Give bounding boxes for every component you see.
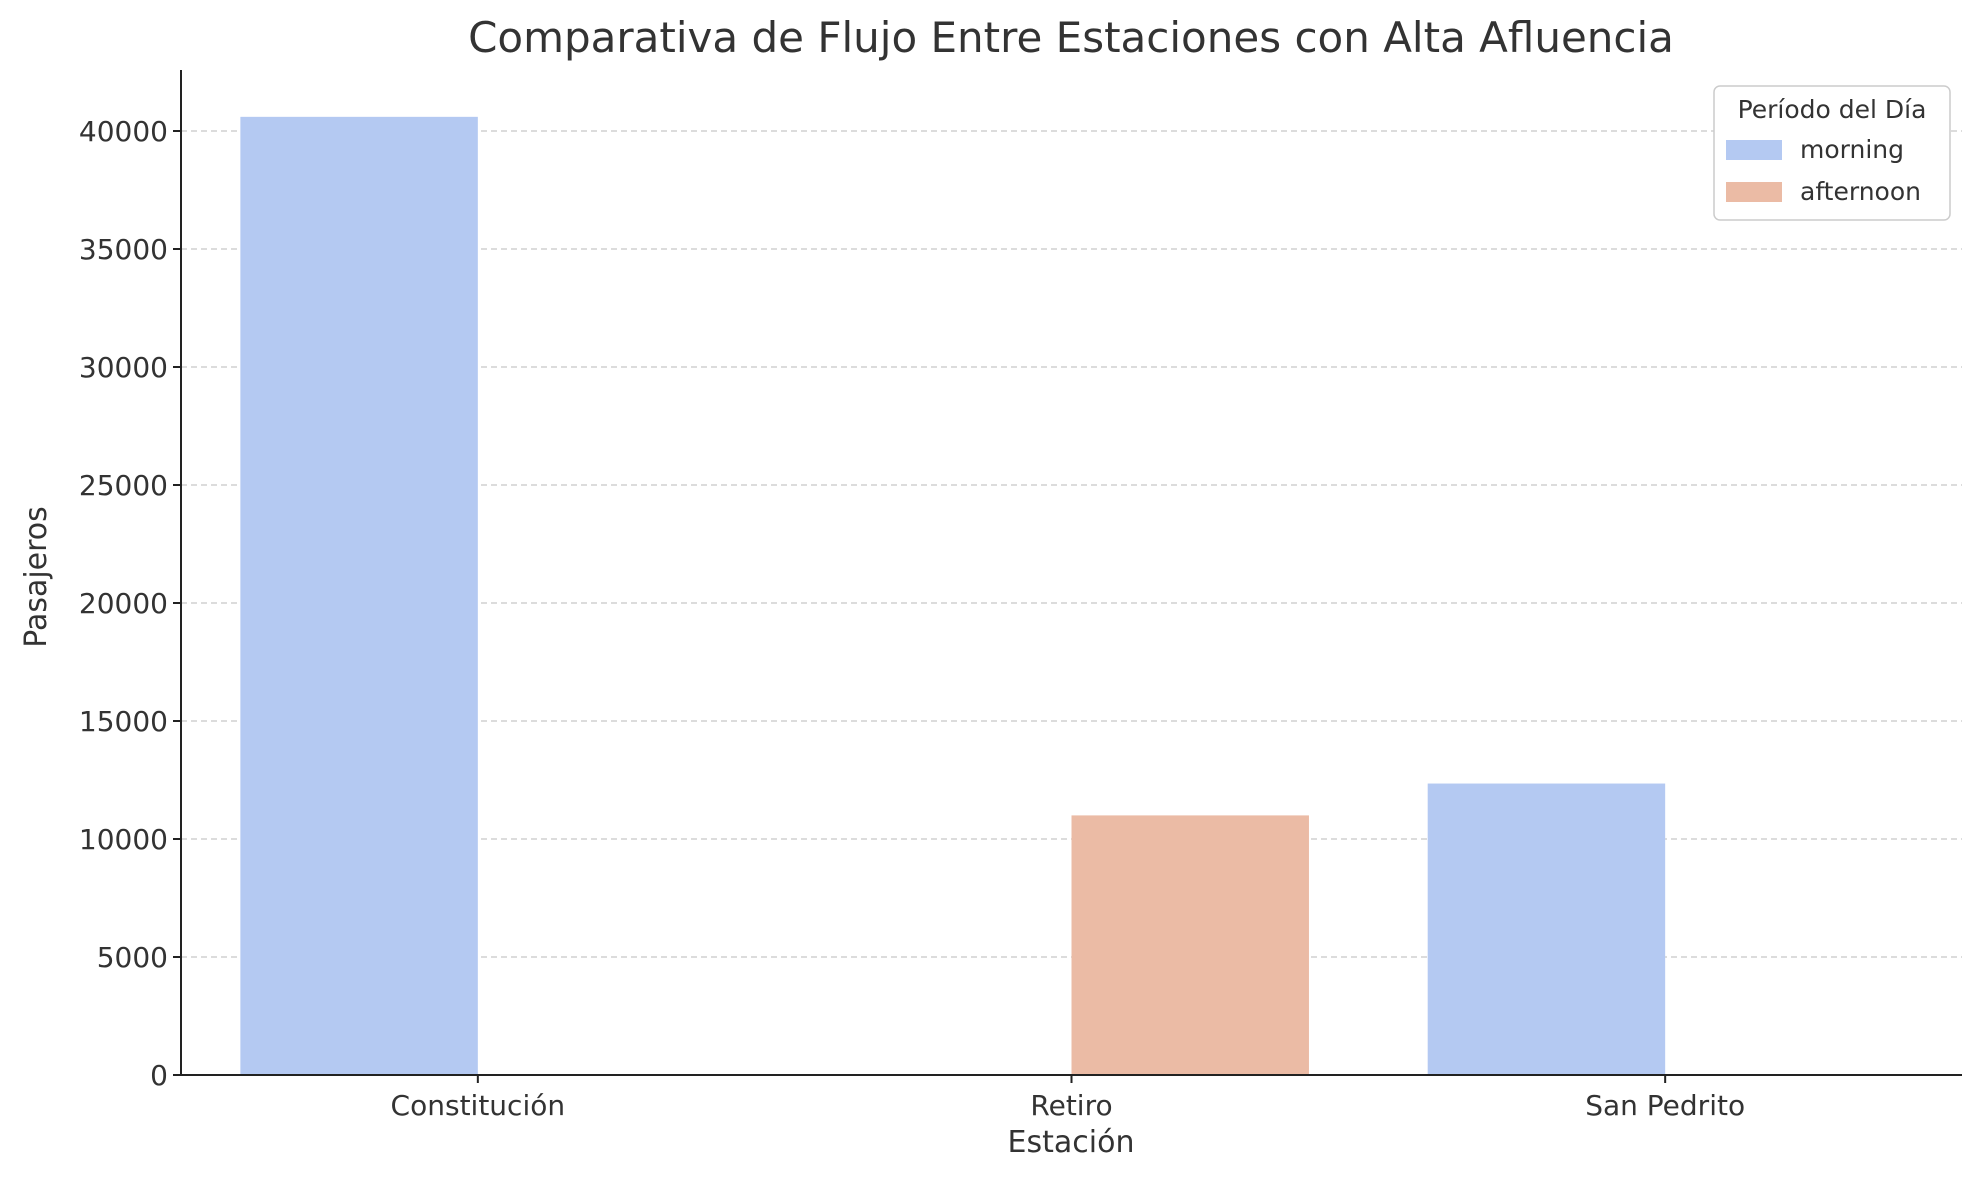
y-tick-label: 20000 (79, 587, 168, 620)
legend-title: Período del Día (1738, 95, 1927, 124)
legend-swatch-morning (1726, 140, 1782, 160)
x-axis-title: Estación (1008, 1125, 1135, 1160)
y-tick-labels: 0 5000 10000 15000 20000 25000 30000 35000 40000 (79, 115, 181, 1092)
y-tick-label: 15000 (79, 705, 168, 738)
legend-items: morning afternoon (1726, 135, 1921, 206)
y-tick-label: 40000 (79, 115, 168, 148)
legend-label-morning: morning (1800, 135, 1904, 164)
chart-title: Comparativa de Flujo Entre Estaciones co… (468, 13, 1674, 62)
bar-morning (1427, 783, 1666, 1075)
y-tick-label: 5000 (97, 941, 168, 974)
x-tick-label: Retiro (1030, 1089, 1112, 1122)
y-tick-label: 35000 (79, 233, 168, 266)
y-tick-label: 10000 (79, 823, 168, 856)
legend: Período del Día morning afternoon (1713, 85, 1951, 221)
bars (240, 116, 1666, 1076)
bar-afternoon (1071, 815, 1309, 1075)
y-tick-label: 25000 (79, 469, 168, 502)
y-tick-label: 30000 (79, 351, 168, 384)
y-tick-label: 0 (150, 1059, 168, 1092)
legend-label-afternoon: afternoon (1800, 177, 1921, 206)
x-tick-label: Constitución (391, 1089, 566, 1122)
y-axis-title: Pasajeros (19, 506, 54, 648)
bar-morning (240, 116, 478, 1076)
legend-swatch-afternoon (1726, 182, 1782, 202)
x-tick-label: San Pedrito (1585, 1089, 1745, 1122)
x-tick-labels: Constitución Retiro San Pedrito (391, 1075, 1745, 1122)
